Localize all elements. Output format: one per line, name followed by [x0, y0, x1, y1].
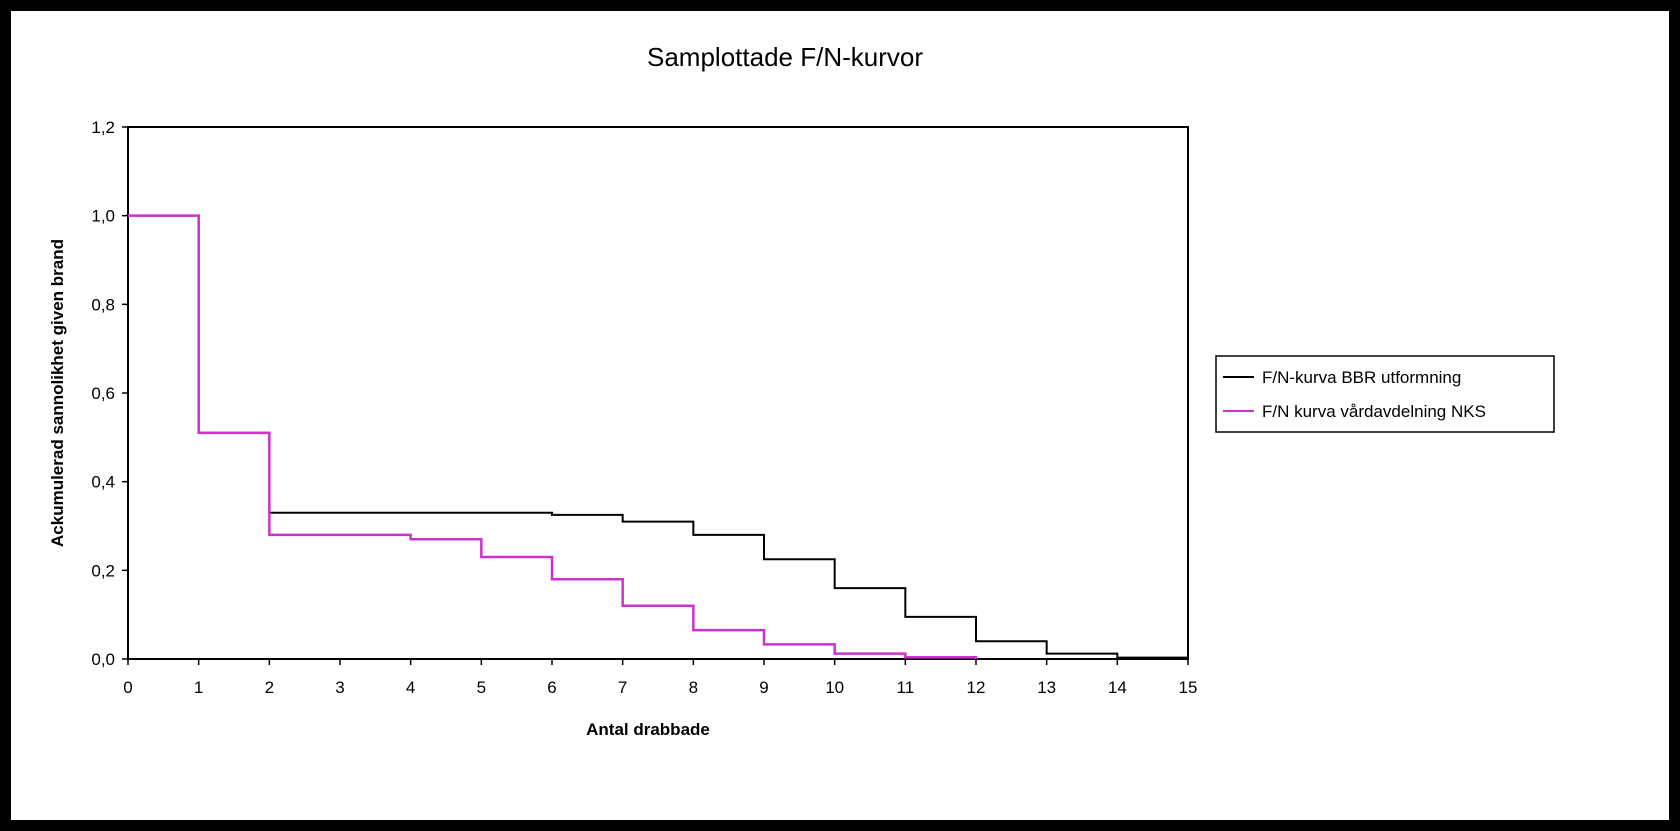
x-axis-label: Antal drabbade — [586, 720, 710, 739]
x-tick-label: 10 — [825, 678, 844, 697]
series-line-bbr — [128, 214, 1189, 659]
chart-svg: Samplottade F/N-kurvor 0,0 0,2 0,4 0,6 0,8 1,… — [48, 42, 1555, 739]
x-tick-label: 7 — [618, 678, 627, 697]
x-tick-label: 14 — [1108, 678, 1127, 697]
y-axis-label: Ackumulerad sannolikhet given brand — [48, 239, 67, 547]
x-tick-label: 15 — [1179, 678, 1198, 697]
y-tick-label: 0,4 — [91, 473, 115, 492]
y-tick-label: 0,6 — [91, 384, 115, 403]
plot-area — [127, 126, 1189, 660]
legend: F/N-kurva BBR utformning F/N kurva vårda… — [1215, 355, 1555, 433]
x-axis: 0 1 2 3 4 5 6 7 8 9 10 11 12 13 14 15 — [123, 659, 1197, 697]
x-tick-label: 1 — [194, 678, 203, 697]
y-tick-label: 1,0 — [91, 207, 115, 226]
y-tick-label: 0,0 — [91, 650, 115, 669]
x-tick-label: 4 — [406, 678, 415, 697]
x-tick-label: 0 — [123, 678, 132, 697]
x-tick-label: 6 — [547, 678, 556, 697]
chart-title: Samplottade F/N-kurvor — [647, 42, 923, 72]
legend-label-bbr: F/N-kurva BBR utformning — [1262, 368, 1461, 387]
y-tick-label: 1,2 — [91, 118, 115, 137]
y-tick-label: 0,2 — [91, 561, 115, 580]
y-axis: 0,0 0,2 0,4 0,6 0,8 1,0 1,2 — [91, 118, 128, 669]
series-layer — [128, 214, 1189, 659]
x-tick-label: 13 — [1037, 678, 1056, 697]
x-tick-label: 3 — [335, 678, 344, 697]
x-tick-label: 12 — [967, 678, 986, 697]
legend-box — [1215, 355, 1555, 433]
chart-frame: Samplottade F/N-kurvor 0,0 0,2 0,4 0,6 0,8 1,… — [11, 11, 1669, 820]
x-tick-label: 8 — [689, 678, 698, 697]
legend-label-nks: F/N kurva vårdavdelning NKS — [1262, 402, 1486, 421]
x-tick-label: 9 — [759, 678, 768, 697]
series-line-nks — [128, 214, 978, 659]
y-tick-label: 0,8 — [91, 295, 115, 314]
x-tick-label: 2 — [265, 678, 274, 697]
x-tick-label: 5 — [477, 678, 486, 697]
x-tick-label: 11 — [897, 678, 915, 697]
